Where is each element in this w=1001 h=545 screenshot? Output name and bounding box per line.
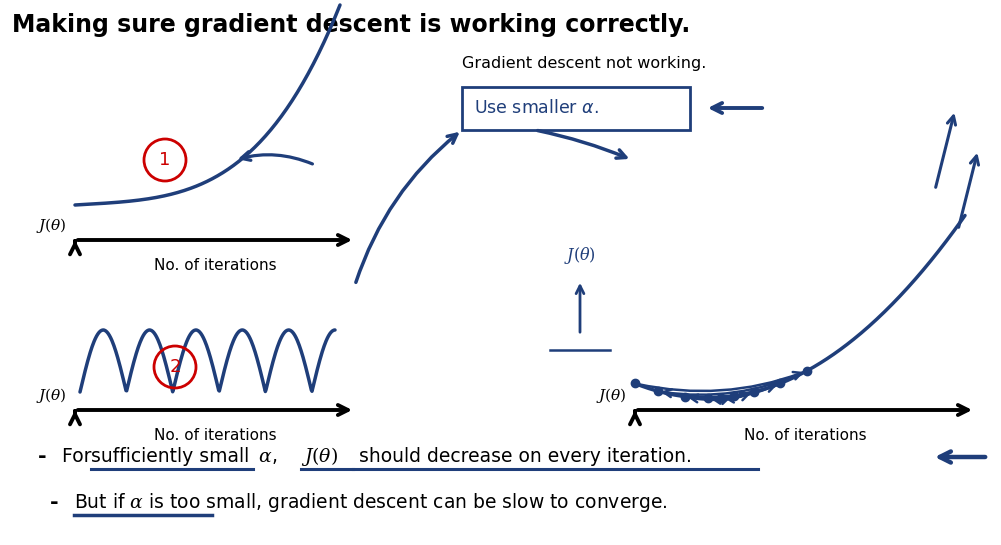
Text: $J(\theta)$: $J(\theta)$ [301, 445, 338, 469]
Text: -: - [38, 447, 47, 467]
Text: Use smaller $\alpha$.: Use smaller $\alpha$. [474, 99, 599, 117]
Text: For: For [62, 447, 97, 467]
Text: $\alpha$,: $\alpha$, [253, 447, 285, 467]
Text: -: - [50, 493, 59, 513]
Text: No. of iterations: No. of iterations [154, 258, 276, 273]
Text: $J(\theta)$: $J(\theta)$ [36, 386, 67, 405]
Text: No. of iterations: No. of iterations [744, 428, 866, 443]
Text: sufficiently small: sufficiently small [91, 447, 249, 467]
Text: $J(\theta)$: $J(\theta)$ [564, 245, 596, 265]
Text: Gradient descent not working.: Gradient descent not working. [462, 56, 707, 70]
Text: should decrease on every iteration.: should decrease on every iteration. [353, 447, 692, 467]
Text: Making sure gradient descent is working correctly.: Making sure gradient descent is working … [12, 13, 691, 37]
Text: $J(\theta)$: $J(\theta)$ [597, 386, 627, 405]
Text: $J(\theta)$: $J(\theta)$ [36, 216, 67, 235]
Text: 2: 2 [169, 358, 181, 376]
Text: 1: 1 [159, 151, 171, 169]
Text: But if $\alpha$ is too small, gradient descent can be slow to converge.: But if $\alpha$ is too small, gradient d… [74, 492, 668, 514]
Text: No. of iterations: No. of iterations [154, 428, 276, 443]
